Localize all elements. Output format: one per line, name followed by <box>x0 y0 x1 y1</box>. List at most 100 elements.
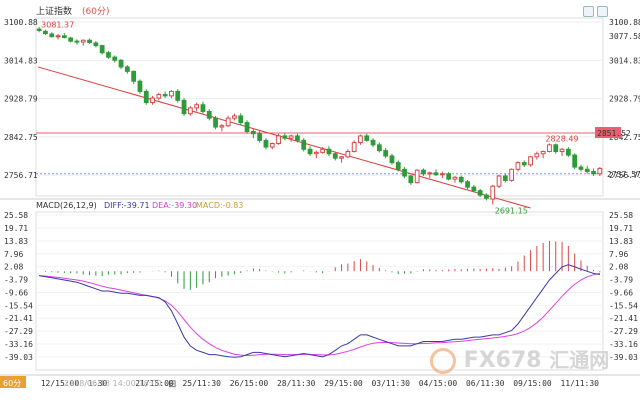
resistance-badge <box>595 127 621 139</box>
macd-tick-left: -33.16 <box>4 340 33 349</box>
time-tick: 28/11:30 <box>277 379 316 388</box>
candle-body <box>553 144 559 152</box>
candle-body <box>584 168 590 173</box>
watermark-cn: 汇通网 <box>549 348 610 372</box>
macd-tick-right: 19.71 <box>609 224 633 233</box>
period-badge[interactable]: 60分 <box>3 379 21 388</box>
watermark: FX678 汇通网 <box>430 344 609 374</box>
diff-line <box>39 264 600 358</box>
macd-axis-ticks: 25.58 25.58 19.71 19.71 13.83 13.83 7.96 7.96 2.… <box>4 211 638 362</box>
low-annotation: 2691.15 <box>495 206 528 215</box>
macd-tick-right: 7.96 <box>609 250 628 259</box>
macd-tick-right: -15.54 <box>609 301 638 310</box>
chart-period: (60分) <box>82 6 109 17</box>
gridlines <box>36 21 603 358</box>
current-price-label: 2737.57 <box>607 170 640 179</box>
candle-body <box>282 135 288 139</box>
candle-body <box>175 90 181 101</box>
macd-histogram <box>44 240 601 290</box>
candle-body <box>131 70 137 82</box>
macd-tick-left: -21.41 <box>4 314 33 323</box>
candle-body <box>187 107 193 115</box>
time-tick: 1:30 <box>88 379 107 388</box>
candle-body <box>238 115 244 124</box>
candle-body <box>509 168 515 181</box>
period-badge-bg[interactable] <box>0 376 26 388</box>
candle-body <box>80 39 86 43</box>
candle-body <box>232 115 237 119</box>
time-tick: 11/11:30 <box>560 379 599 388</box>
macd-tick-right: -9.66 <box>609 288 633 297</box>
macd-tick-left: 25.58 <box>4 211 28 220</box>
candle-body <box>383 150 389 157</box>
candle-body <box>244 122 250 132</box>
candle-body <box>257 133 263 141</box>
candle-body <box>477 190 483 196</box>
candle-body <box>452 176 458 180</box>
candle-body <box>446 173 452 180</box>
candle-body <box>313 151 319 155</box>
macd-tick-right: -3.79 <box>609 276 633 285</box>
candle-body <box>307 148 313 155</box>
candle-body <box>194 104 200 109</box>
time-tick: 21/15:00 <box>135 379 174 388</box>
zoom-icon[interactable] <box>583 6 594 17</box>
candle-body <box>471 186 477 192</box>
trend-lines <box>36 66 603 209</box>
price-tick-left: 3014.83 <box>4 56 38 65</box>
macd-tick-left: 7.96 <box>4 250 23 259</box>
candle-body <box>162 94 168 97</box>
price-tick-right: 2756.71 <box>609 171 640 180</box>
macd-tick-left: 19.71 <box>4 224 28 233</box>
candle-body <box>376 144 382 152</box>
candle-body <box>87 39 92 43</box>
price-tick-left: 2756.71 <box>4 171 38 180</box>
candle-body <box>484 194 489 199</box>
candle-body <box>547 144 552 152</box>
candle-body <box>200 104 206 112</box>
candle-body <box>408 175 414 184</box>
price-tick-right: 3014.83 <box>609 56 640 65</box>
candle-body <box>502 175 508 181</box>
macd-panel-frame <box>35 211 604 371</box>
watermark-logo-icon <box>430 348 456 374</box>
candle-body <box>74 40 80 43</box>
macd-value: MACD:-0.83 <box>196 201 243 210</box>
time-tick: 26/15:00 <box>230 379 269 388</box>
candle-body <box>276 135 281 144</box>
price-tick-right: 2928.79 <box>609 95 640 104</box>
candle-body <box>137 80 143 92</box>
macd-tick-left: -15.54 <box>4 301 33 310</box>
candle-body <box>521 162 527 166</box>
candle-body <box>528 156 533 166</box>
time-tick: 12/15:00 <box>41 379 80 388</box>
candle-body <box>565 148 571 156</box>
macd-tick-right: -21.41 <box>609 314 638 323</box>
macd-tick-right: -39.03 <box>609 353 638 362</box>
candle-body <box>465 181 470 188</box>
candle-body <box>496 175 502 187</box>
macd-tick-left: -9.66 <box>4 288 28 297</box>
macd-dea: DEA:-39.30 <box>152 201 197 210</box>
macd-label: MACD(26,12,9) <box>36 201 97 210</box>
peak-annotation: 2828.49 <box>545 134 578 143</box>
macd-lines <box>39 264 601 358</box>
chart-title: 上证指数 <box>36 5 72 17</box>
time-tick: 09/15:00 <box>513 379 552 388</box>
ruler-icon[interactable]: ⊟ <box>168 379 176 390</box>
candle-body <box>118 59 124 68</box>
chart-frames <box>0 17 640 376</box>
macd-tick-left: -3.79 <box>4 276 28 285</box>
candle-body <box>143 90 149 104</box>
candle-body <box>597 167 603 175</box>
macd-tick-left: -27.29 <box>4 327 33 336</box>
candle-body <box>339 156 344 159</box>
macd-tick-right: -33.16 <box>609 340 638 349</box>
settings-icon[interactable] <box>597 6 608 17</box>
candle-body <box>421 169 426 175</box>
macd-tick-right: 13.83 <box>609 237 633 246</box>
price-tick-left: 2842.75 <box>4 133 38 142</box>
candle-body <box>370 139 376 146</box>
candle-body <box>295 135 300 141</box>
candle-body <box>389 155 395 164</box>
